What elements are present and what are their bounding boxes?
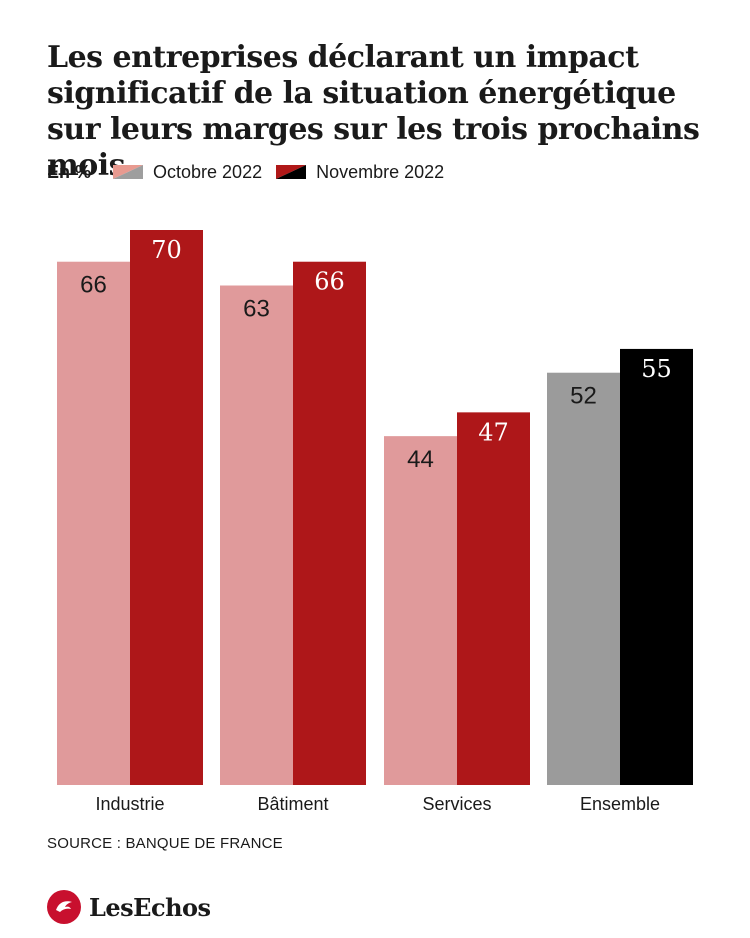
legend-swatch-octobre [113,165,144,179]
brand: LesEchos [47,890,211,924]
bar-services-novembre [457,412,530,785]
bar-industrie-octobre [57,261,130,785]
legend-item-novembre: Novembre 2022 [276,162,444,183]
bar-ensemble-octobre [547,372,620,785]
value-label-ensemble-octobre: 52 [570,383,597,410]
bar-services-octobre [384,436,457,785]
bar-chart: 66 70 Industrie 63 66 Bâtiment 44 47 Services 52 5… [57,230,693,814]
value-label-bâtiment-novembre: 66 [314,268,345,296]
value-label-industrie-octobre: 66 [80,272,107,299]
legend: En % Octobre 2022 Novembre 2022 [47,160,458,184]
legend-swatch-novembre [276,165,307,179]
legend-label-octobre: Octobre 2022 [153,161,263,182]
les-echos-logo-icon [47,890,81,924]
category-label-ensemble: Ensemble [580,794,660,814]
chart-title: Les entreprises déclarant un impact sign… [47,40,700,183]
bar-industrie-novembre [130,230,203,785]
value-label-bâtiment-octobre: 63 [243,296,270,323]
category-label-services: Services [422,794,491,814]
legend-item-octobre: Octobre 2022 [113,162,262,183]
value-label-ensemble-novembre: 55 [641,355,672,383]
value-label-services-octobre: 44 [407,446,434,473]
category-label-industrie: Industrie [95,794,164,814]
brand-name: LesEchos [89,892,211,922]
unit-label: En % [47,161,92,182]
bar-ensemble-novembre [620,348,693,785]
legend-label-novembre: Novembre 2022 [316,161,445,182]
source-note: SOURCE : BANQUE DE FRANCE [47,835,283,852]
bar-bâtiment-octobre [220,285,293,785]
bar-bâtiment-novembre [293,261,366,785]
value-label-services-novembre: 47 [478,418,509,446]
value-label-industrie-novembre: 70 [151,236,182,264]
category-label-bâtiment: Bâtiment [257,794,328,814]
